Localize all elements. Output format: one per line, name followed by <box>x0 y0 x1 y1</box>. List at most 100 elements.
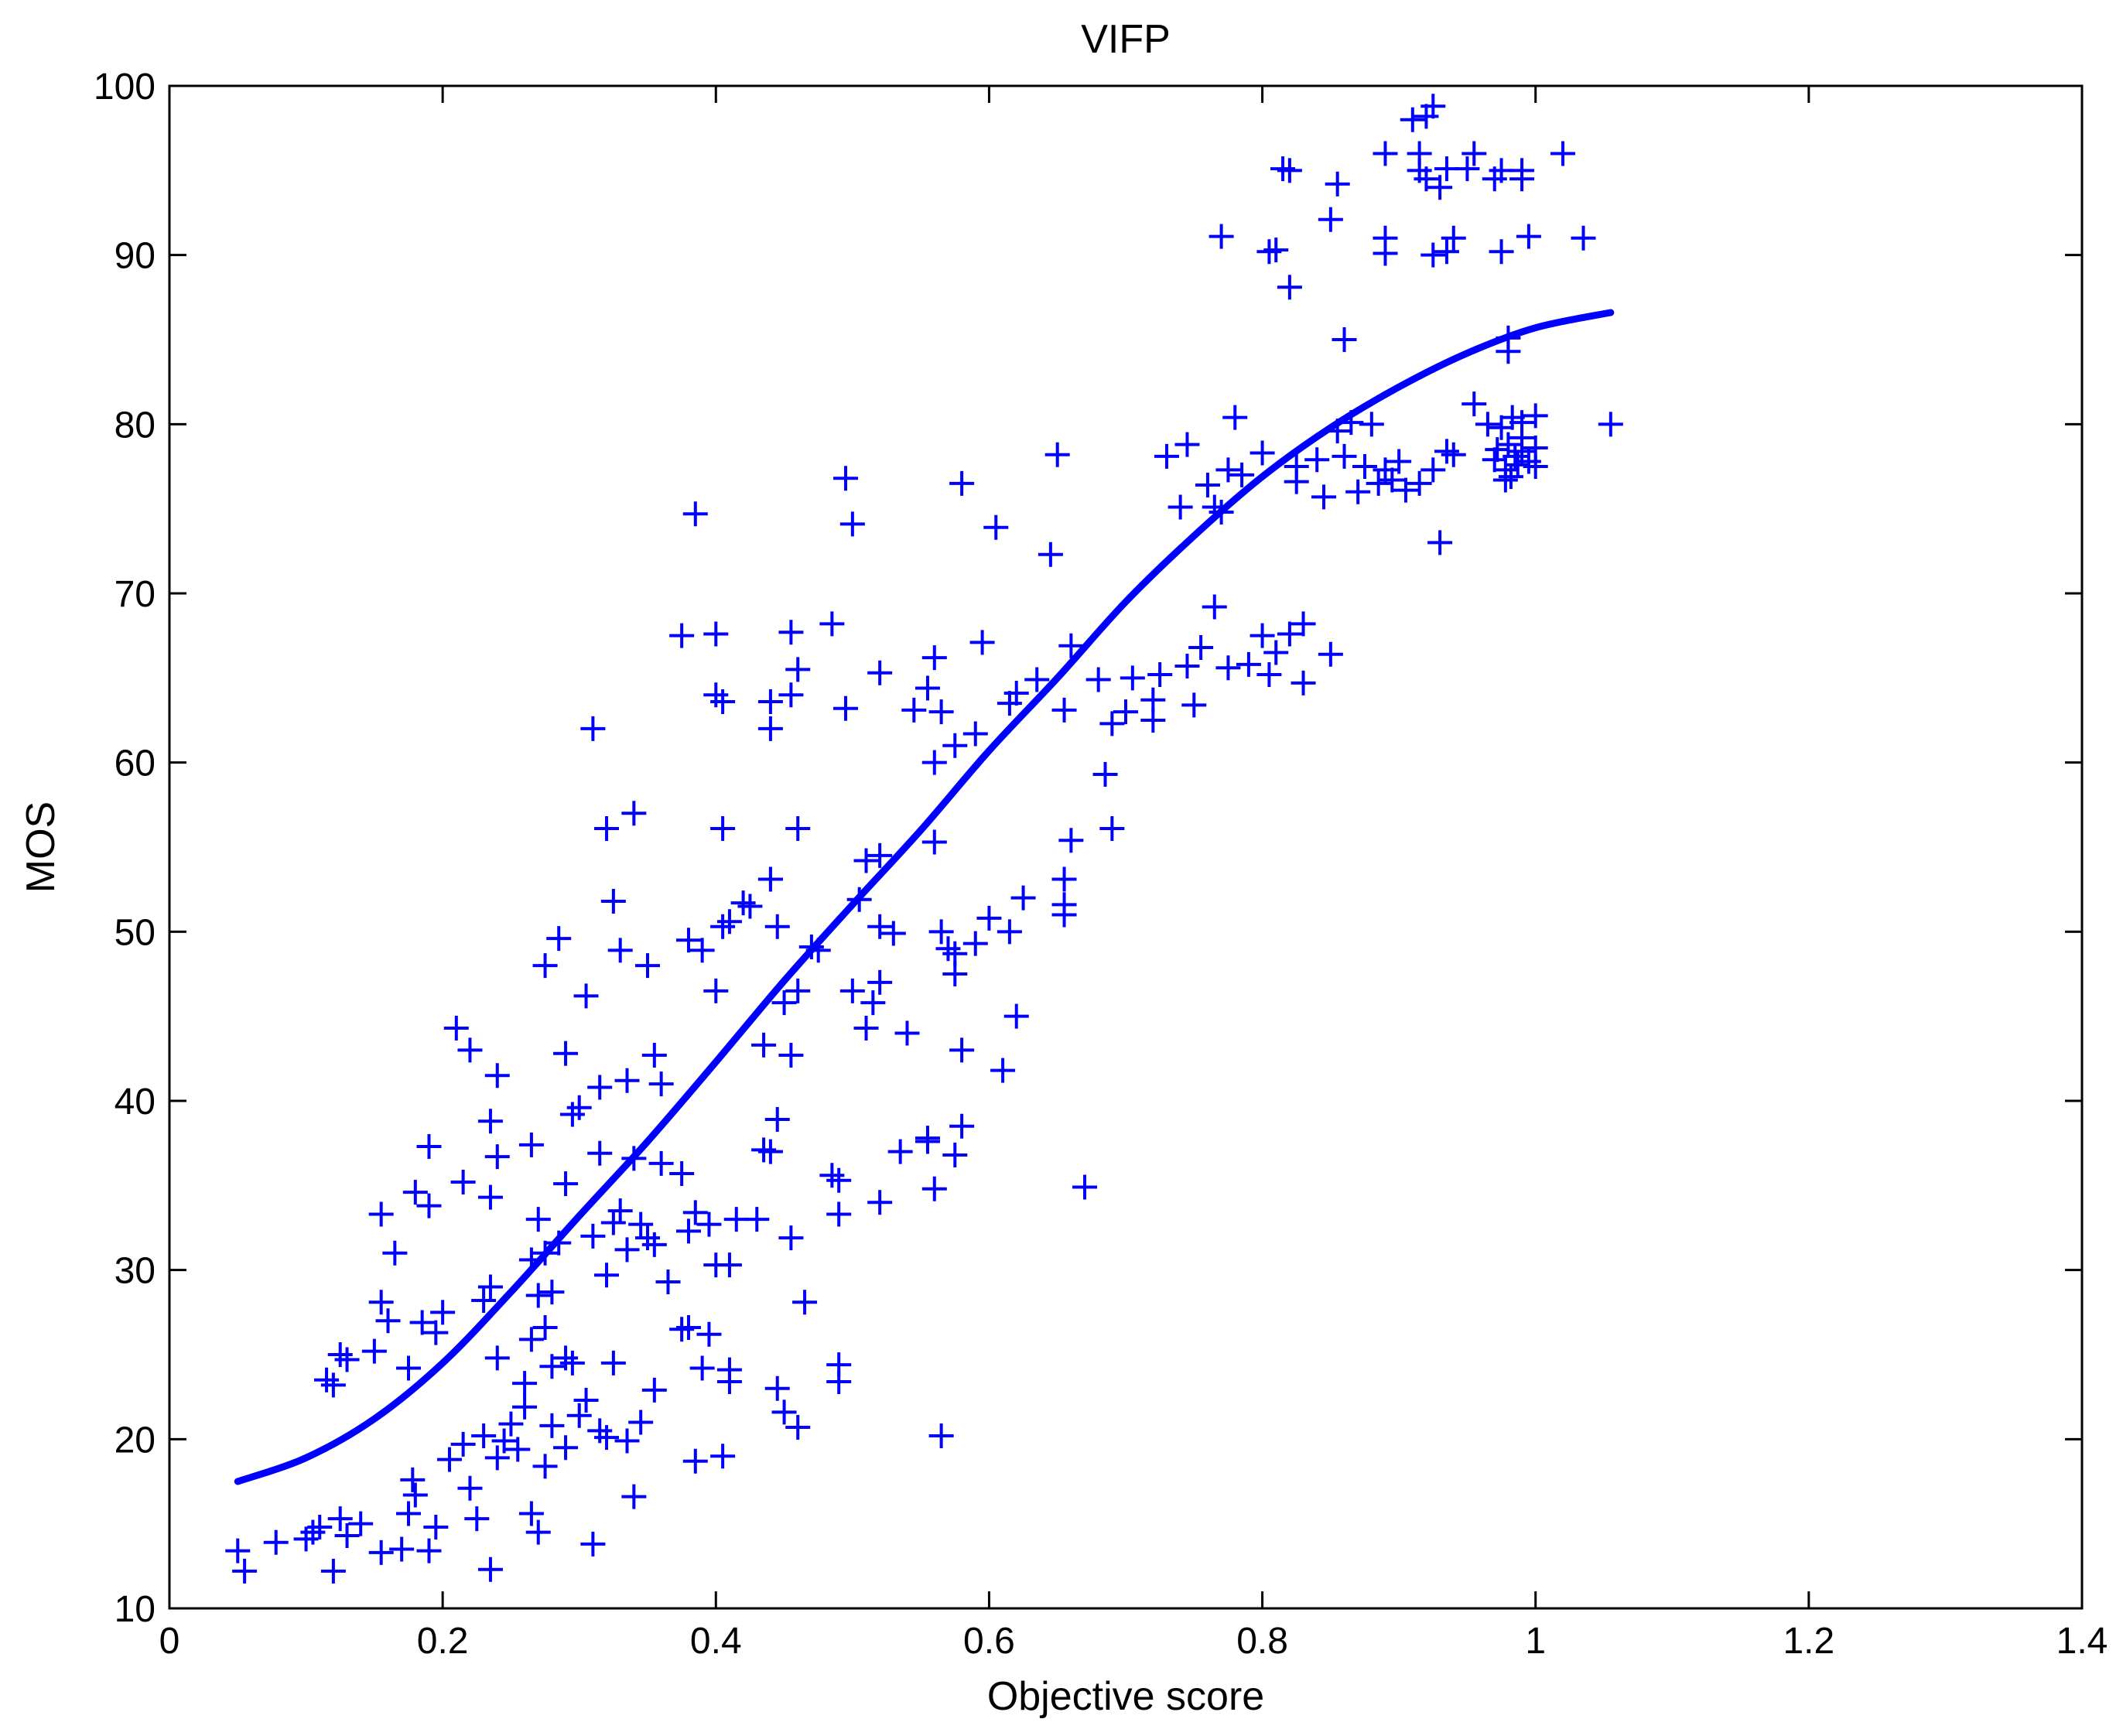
scatter-point <box>457 1037 483 1063</box>
scatter-point <box>1113 699 1138 725</box>
scatter-point <box>1038 542 1063 567</box>
scatter-point <box>532 953 558 979</box>
scatter-point <box>1505 452 1530 477</box>
scatter-point <box>689 1355 715 1381</box>
y-tick-label: 10 <box>115 1589 156 1630</box>
scatter-point <box>710 689 736 714</box>
scatter-point <box>518 1132 544 1157</box>
plot-area-frame <box>168 84 2084 1610</box>
scatter-point <box>997 919 1022 945</box>
scatter-point <box>942 1142 968 1167</box>
scatter-point <box>471 1423 497 1448</box>
scatter-point <box>785 815 811 841</box>
scatter-point <box>1058 828 1084 853</box>
scatter-point <box>484 1445 510 1471</box>
scatter-point <box>1188 634 1214 660</box>
scatter-point <box>928 699 954 725</box>
scatter-point <box>450 1431 476 1457</box>
scatter-point <box>1277 275 1302 300</box>
scatter-point <box>1550 141 1576 166</box>
scatter-point <box>1485 437 1510 463</box>
scatter-point <box>901 697 927 723</box>
scatter-point <box>600 1350 626 1375</box>
scatter-point <box>778 620 804 645</box>
scatter-point <box>1291 670 1316 695</box>
scatter-point <box>594 1425 620 1451</box>
scatter-point <box>400 1467 426 1492</box>
scatter-point <box>525 1207 551 1232</box>
scatter-point <box>914 675 940 701</box>
scatter-point <box>443 1015 469 1041</box>
scatter-point <box>573 983 599 1009</box>
scatter-point <box>1461 391 1487 417</box>
scatter-point <box>716 1369 742 1394</box>
scatter-point <box>621 801 647 826</box>
scatter-point <box>607 1198 633 1224</box>
scatter-point <box>757 1139 783 1164</box>
scatter-point <box>389 1536 415 1562</box>
scatter-point <box>921 1176 947 1201</box>
y-tick-label: 100 <box>94 67 156 108</box>
scatter-point <box>689 938 715 963</box>
scatter-point <box>477 1184 503 1210</box>
scatter-point <box>1304 447 1330 473</box>
scatter-point <box>764 1107 790 1133</box>
scatter-point <box>614 1428 640 1454</box>
scatter-point <box>1598 412 1623 437</box>
scatter-point <box>457 1475 483 1501</box>
scatter-point <box>477 1557 503 1582</box>
scatter-point <box>655 1269 681 1294</box>
scatter-point <box>696 1321 722 1347</box>
scatter-point <box>675 1315 701 1341</box>
scatter-point <box>1482 447 1507 473</box>
scatter-point <box>1174 654 1200 679</box>
scatter-point <box>477 1274 503 1300</box>
scatter-point <box>867 969 893 995</box>
scatter-point <box>1195 473 1220 498</box>
scatter-point <box>512 1394 538 1420</box>
scatter-point <box>1202 594 1227 620</box>
scatter-point <box>375 1308 401 1334</box>
scatter-point <box>757 716 783 741</box>
scatter-point <box>1332 327 1357 352</box>
scatter-point <box>710 1444 736 1469</box>
scatter-point <box>600 888 626 914</box>
y-tick-label: 30 <box>115 1251 156 1292</box>
scatter-point <box>1003 681 1029 706</box>
scatter-point <box>1044 442 1070 467</box>
scatter-point <box>621 1484 647 1509</box>
scatter-point <box>1209 224 1234 249</box>
scatter-point <box>525 1283 551 1308</box>
scatter-point <box>764 1375 790 1401</box>
scatter-point <box>232 1558 258 1584</box>
scatter-point <box>1250 440 1275 466</box>
data-series <box>225 94 1623 1584</box>
scatter-point <box>826 1369 852 1394</box>
scatter-point <box>1455 156 1480 182</box>
scatter-point <box>416 1538 442 1563</box>
scatter-point <box>505 1437 531 1462</box>
scatter-point <box>368 1540 394 1565</box>
x-tick-label: 1.2 <box>1783 1621 1834 1662</box>
scatter-point <box>368 1201 394 1227</box>
scatter-point <box>1318 207 1343 232</box>
scatter-point <box>1359 412 1384 437</box>
scatter-point <box>580 1531 606 1557</box>
scatter-point <box>833 466 859 491</box>
scatter-point <box>710 815 736 841</box>
scatter-point <box>1256 661 1282 687</box>
x-tick-label: 0.8 <box>1236 1621 1288 1662</box>
scatter-point <box>962 931 988 956</box>
scatter-point <box>682 501 708 527</box>
scatter-point <box>368 1290 394 1315</box>
scatter-point <box>614 1068 640 1093</box>
scatter-point <box>484 1063 510 1088</box>
chart-title: VIFP <box>1081 17 1171 62</box>
scatter-point <box>1263 238 1289 263</box>
scatter-point <box>826 1201 852 1227</box>
scatter-point <box>594 1263 620 1288</box>
scatter-point <box>887 1139 913 1164</box>
y-tick-label: 40 <box>115 1082 156 1123</box>
scatter-point <box>1407 470 1432 496</box>
